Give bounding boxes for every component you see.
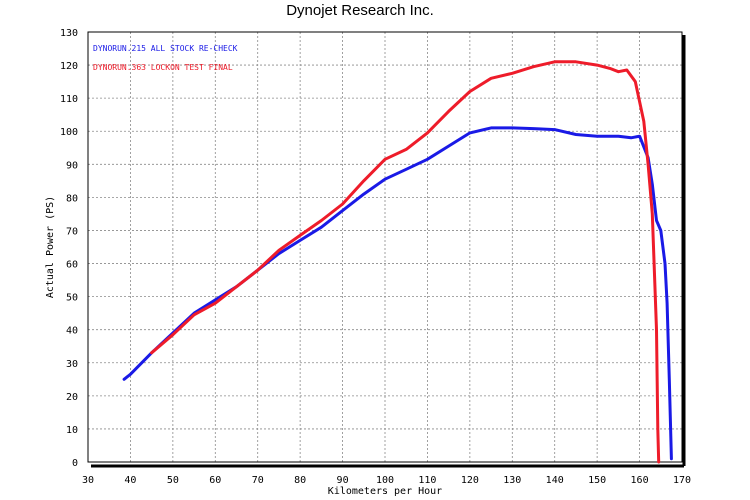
legend-entry-all-stock: DYNORUN.215 ALL STOCK RE-CHECK [93, 44, 238, 53]
plot-border [87, 31, 683, 463]
series-line-all-stock [122, 126, 673, 461]
y-tick-label: 10 [66, 425, 78, 436]
y-tick-label: 120 [60, 61, 78, 72]
x-tick-label: 60 [209, 475, 221, 486]
x-tick-label: 120 [461, 475, 479, 486]
x-tick-label: 50 [167, 475, 179, 486]
y-axis-ticks: 0 10 20 30 40 50 60 70 80 90 100 110 120 130 [60, 28, 78, 469]
chart-title: Dynojet Research Inc. [286, 2, 434, 19]
y-tick-label: 80 [66, 193, 78, 204]
y-tick-label: 90 [66, 160, 78, 171]
series-layer [122, 60, 673, 464]
x-tick-label: 130 [503, 475, 521, 486]
series-line-lockon [150, 60, 661, 464]
x-tick-label: 110 [418, 475, 436, 486]
x-axis-ticks: 30 40 50 60 70 80 90 100 110 120 130 140 150 160 170 [82, 475, 691, 486]
y-tick-label: 100 [60, 127, 78, 138]
y-tick-label: 30 [66, 359, 78, 370]
x-tick-label: 40 [124, 475, 136, 486]
legend: DYNORUN.215 ALL STOCK RE-CHECK DYNORUN.3… [93, 44, 238, 72]
y-tick-label: 50 [66, 293, 78, 304]
x-tick-label: 70 [252, 475, 264, 486]
x-tick-label: 30 [82, 475, 94, 486]
y-tick-label: 60 [66, 260, 78, 271]
y-tick-label: 70 [66, 226, 78, 237]
x-tick-label: 140 [546, 475, 564, 486]
y-tick-label: 0 [72, 458, 78, 469]
y-axis-label: Actual Power (PS) [45, 196, 56, 298]
y-tick-label: 40 [66, 326, 78, 337]
y-tick-label: 130 [60, 28, 78, 39]
y-tick-label: 20 [66, 392, 78, 403]
x-tick-label: 160 [631, 475, 649, 486]
x-tick-label: 170 [673, 475, 691, 486]
gridlines [88, 32, 682, 462]
x-tick-label: 80 [294, 475, 306, 486]
x-tick-label: 90 [337, 475, 349, 486]
x-tick-label: 150 [588, 475, 606, 486]
x-axis-label: Kilometers per Hour [328, 486, 442, 497]
y-tick-label: 110 [60, 94, 78, 105]
x-tick-label: 100 [376, 475, 394, 486]
legend-entry-lockon: DYNORUN.363 LOCKON TEST FINAL [93, 63, 233, 72]
